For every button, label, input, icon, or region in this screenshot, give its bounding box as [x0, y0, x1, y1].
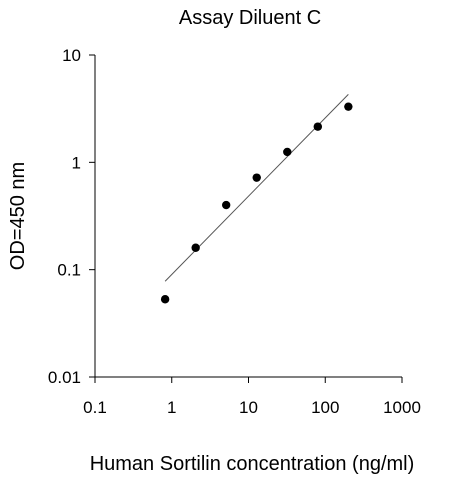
y-axis-title: OD=450 nm	[7, 162, 29, 270]
data-point	[283, 147, 292, 157]
y-tick-label: 0.1	[57, 261, 81, 280]
data-point	[221, 200, 231, 210]
fit-line	[164, 93, 349, 282]
chart-title: Assay Diluent C	[179, 7, 321, 29]
x-tick-label: 10	[239, 398, 258, 417]
x-tick-label: 100	[311, 398, 339, 417]
x-tick-label: 1000	[383, 398, 421, 417]
data-points	[160, 102, 353, 304]
x-axis-title: Human Sortilin concentration (ng/ml)	[90, 453, 415, 475]
x-tick-label: 1	[167, 398, 176, 417]
data-point	[191, 243, 200, 252]
data-point	[252, 173, 261, 182]
data-point	[313, 122, 323, 131]
fit-line-group	[164, 93, 349, 282]
data-point	[160, 295, 170, 304]
x-axis-ticks: 0.1 1 10 100 1000	[83, 377, 421, 417]
data-point	[344, 102, 353, 111]
x-tick-label: 0.1	[83, 398, 107, 417]
y-tick-label: 1	[72, 153, 81, 172]
y-tick-label: 0.01	[48, 368, 81, 387]
y-axis-ticks: 0.01 0.1 1 10	[48, 46, 95, 387]
plot-axes	[94, 55, 402, 378]
y-tick-label: 10	[62, 46, 81, 65]
